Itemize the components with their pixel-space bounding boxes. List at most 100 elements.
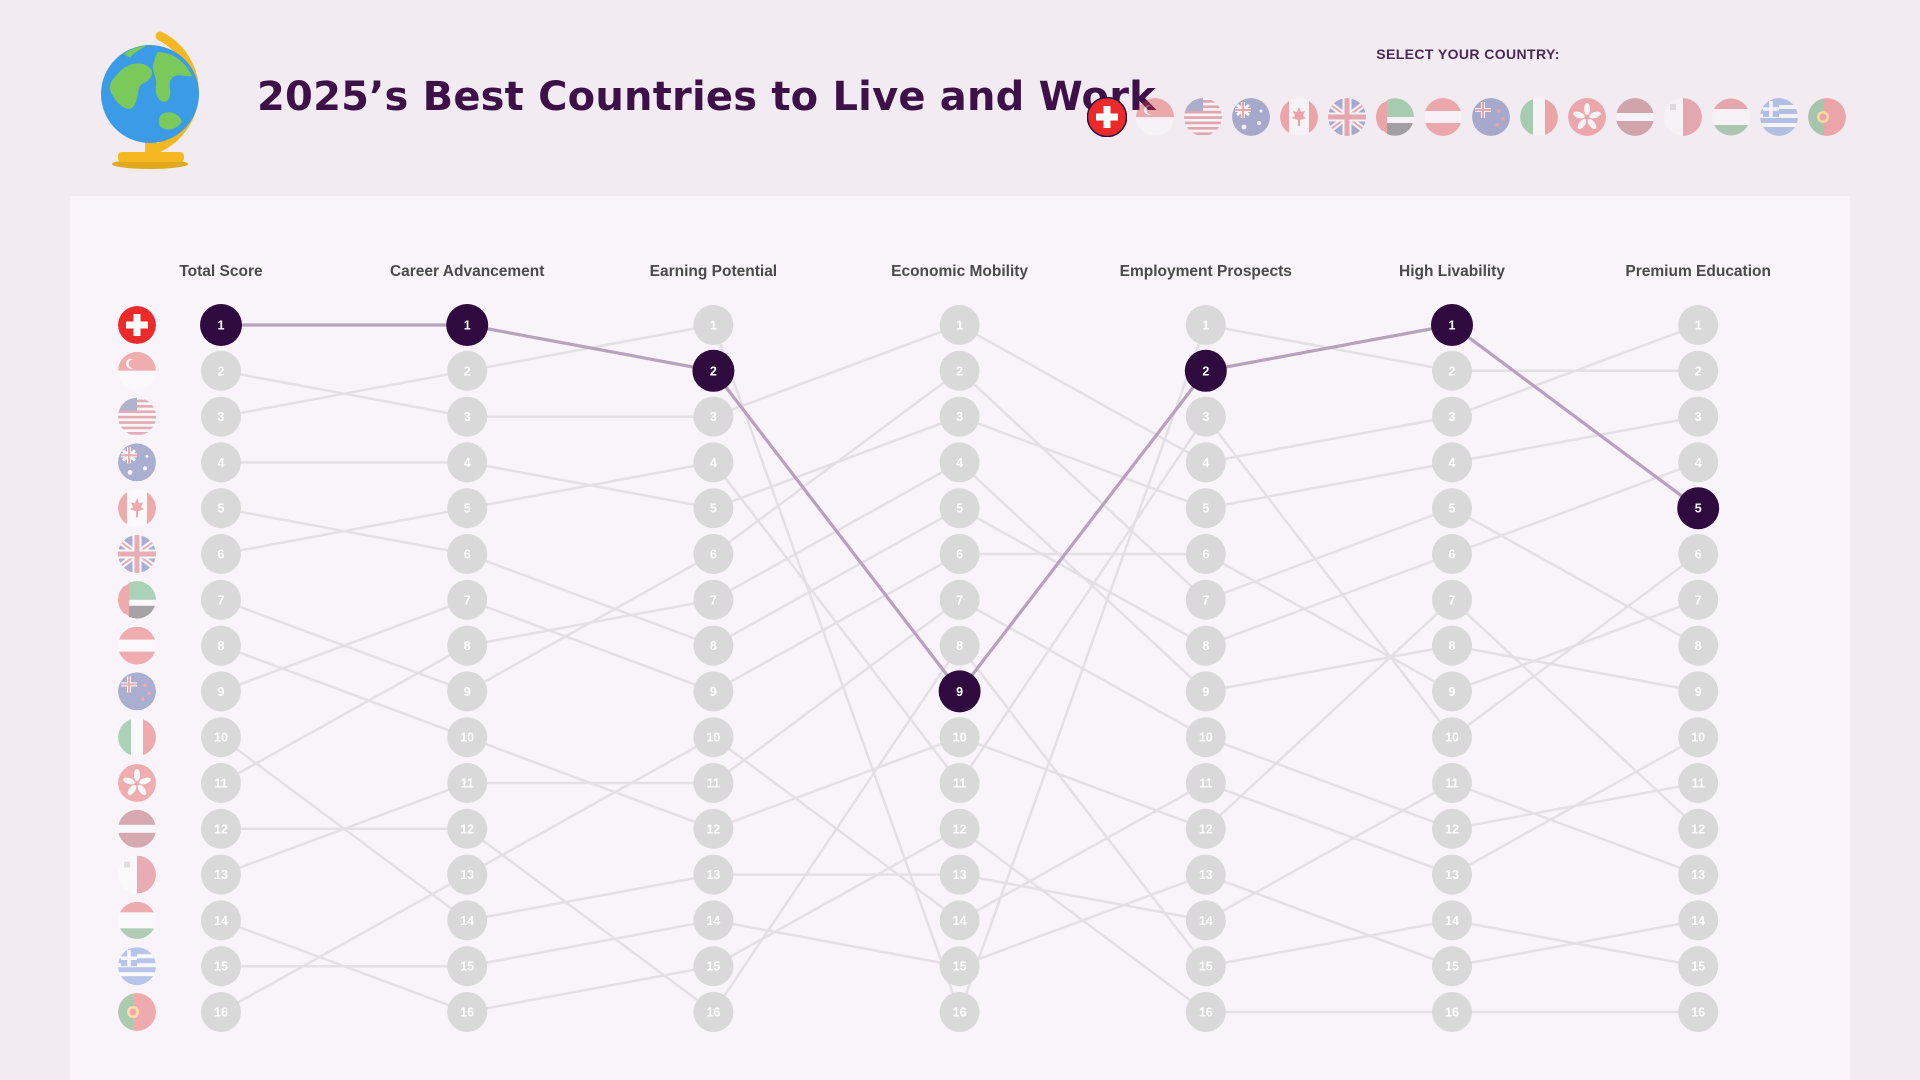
rank-label: 1 <box>464 319 471 333</box>
rank-node <box>1432 579 1472 620</box>
rank-label: 8 <box>710 639 717 653</box>
rank-node <box>939 717 980 758</box>
rank-node <box>1678 350 1719 391</box>
rank-label: 15 <box>1691 960 1705 974</box>
rank-label: 6 <box>1202 548 1209 562</box>
rank-node <box>1185 808 1226 849</box>
rank-label: 16 <box>460 1006 474 1020</box>
rank-label: 1 <box>1695 319 1702 333</box>
australia-row-flag-icon <box>118 443 156 482</box>
rank-node <box>1432 946 1472 987</box>
country-option-malta[interactable] <box>1663 97 1703 137</box>
rank-node <box>1678 808 1719 849</box>
country-option-hungary[interactable] <box>1711 97 1751 137</box>
rank-node <box>1678 992 1719 1032</box>
rank-node <box>939 396 980 437</box>
canada-flag-icon <box>1280 98 1318 136</box>
rank-node <box>1432 534 1472 574</box>
rank-node <box>693 671 734 712</box>
rank-node <box>447 579 488 620</box>
country-option-uk[interactable] <box>1327 97 1367 137</box>
rank-label: 16 <box>1199 1006 1213 1020</box>
country-option-singapore[interactable] <box>1135 97 1175 137</box>
rank-label: 6 <box>1695 548 1702 562</box>
rank-label: 4 <box>710 456 717 470</box>
rank-node <box>939 625 980 666</box>
rank-label: 13 <box>1445 868 1459 882</box>
rank-label: 10 <box>1199 731 1213 745</box>
rank-node <box>447 671 488 712</box>
rank-node <box>693 305 734 345</box>
country-option-usa[interactable] <box>1183 97 1223 137</box>
column-header: Career Advancement <box>390 263 545 280</box>
slope-chart: Total Score Career Advancement Earning Pot… <box>118 263 1771 1032</box>
rank-label: 15 <box>1445 960 1459 974</box>
rank-label: 14 <box>1691 914 1705 928</box>
rank-label: 7 <box>956 593 963 607</box>
hong-kong-flag-icon <box>1568 98 1606 136</box>
rank-label: 4 <box>956 456 963 470</box>
rank-node <box>693 396 734 437</box>
rank-node <box>1678 442 1719 483</box>
rank-node <box>201 900 241 941</box>
rank-label: 14 <box>706 914 720 928</box>
rank-label: 2 <box>1695 364 1702 378</box>
rank-label: 14 <box>214 914 228 928</box>
rank-label: 15 <box>1199 960 1213 974</box>
italy-row-flag-icon <box>118 718 156 757</box>
country-option-italy[interactable] <box>1519 97 1559 137</box>
country-option-portugal[interactable] <box>1807 97 1847 137</box>
singapore-row-flag-icon <box>118 351 156 390</box>
country-option-switzerland[interactable] <box>1087 97 1127 137</box>
rank-label: 4 <box>1202 456 1209 470</box>
rank-node <box>447 350 488 391</box>
rank-label: 7 <box>464 593 471 607</box>
rank-node <box>1678 763 1719 803</box>
rank-label: 4 <box>464 456 471 470</box>
rank-node <box>201 534 241 574</box>
rank-node <box>1185 625 1226 666</box>
rank-label: 2 <box>218 364 225 378</box>
rank-node <box>1185 442 1226 483</box>
rank-label: 8 <box>218 639 225 653</box>
rank-node <box>1678 534 1719 574</box>
rank-node <box>939 350 980 391</box>
rank-label: 7 <box>1695 593 1702 607</box>
rank-node <box>1678 579 1719 620</box>
rank-node <box>1432 350 1472 391</box>
italy-flag-icon <box>1520 98 1558 136</box>
usa-flag-icon <box>1184 98 1222 136</box>
canada-row-flag-icon <box>118 489 156 528</box>
rank-label: 1 <box>1449 319 1456 333</box>
country-option-uae[interactable] <box>1375 97 1415 137</box>
rank-label: 14 <box>953 914 967 928</box>
rank-node <box>1185 534 1226 574</box>
rank-node <box>447 442 488 483</box>
portugal-row-flag-icon <box>118 993 156 1031</box>
rank-label: 8 <box>1449 639 1456 653</box>
rank-label: 6 <box>218 548 225 562</box>
country-option-canada[interactable] <box>1279 97 1319 137</box>
malta-row-flag-icon <box>118 855 156 894</box>
country-option-new-zealand[interactable] <box>1471 97 1511 137</box>
rank-node <box>1185 946 1226 987</box>
rank-node <box>201 717 241 758</box>
country-option-hong-kong[interactable] <box>1567 97 1607 137</box>
rank-label: 1 <box>956 319 963 333</box>
country-option-austria[interactable] <box>1423 97 1463 137</box>
hungary-flag-icon <box>1712 98 1750 136</box>
rank-node <box>447 625 488 666</box>
rank-node <box>1185 579 1226 620</box>
rank-label: 14 <box>460 914 474 928</box>
country-option-greece[interactable] <box>1759 97 1799 137</box>
rank-label: 4 <box>1449 456 1456 470</box>
singapore-flag-icon <box>1136 98 1174 136</box>
rank-node <box>1432 763 1472 803</box>
rank-label: 6 <box>1449 548 1456 562</box>
rank-label: 10 <box>953 731 967 745</box>
country-option-latvia[interactable] <box>1615 97 1655 137</box>
rank-node <box>693 534 734 574</box>
country-option-australia[interactable] <box>1231 97 1271 137</box>
rank-label: 9 <box>1202 685 1209 699</box>
rank-node <box>1185 305 1226 345</box>
